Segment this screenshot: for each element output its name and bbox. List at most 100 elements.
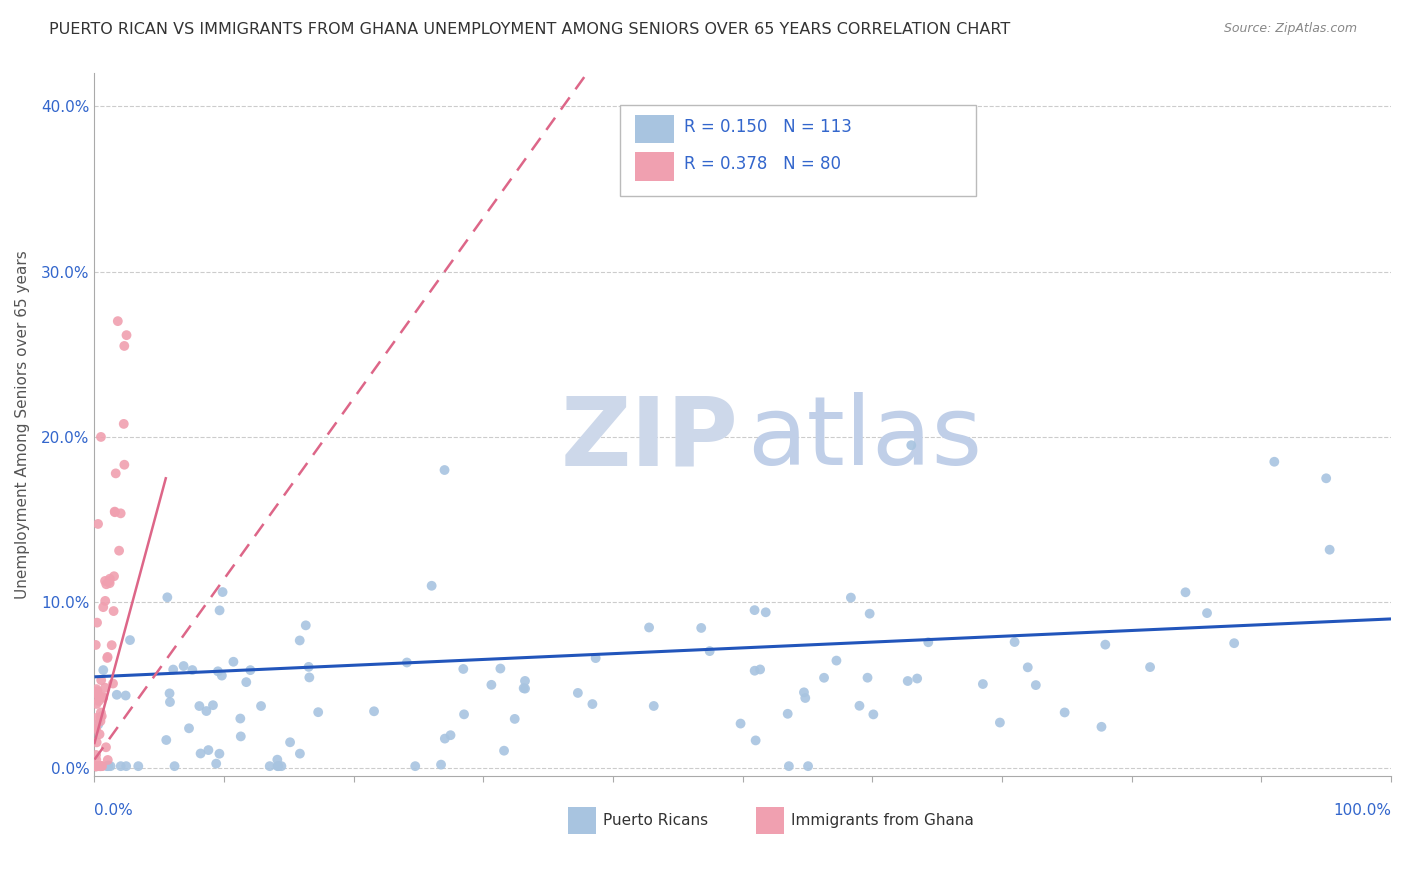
- Point: [363, 704, 385, 718]
- Point: [155, 733, 177, 747]
- Point: [84, 759, 107, 773]
- Point: [905, 672, 928, 686]
- Point: [90, 759, 112, 773]
- Text: PUERTO RICAN VS IMMIGRANTS FROM GHANA UNEMPLOYMENT AMONG SENIORS OVER 65 YEARS C: PUERTO RICAN VS IMMIGRANTS FROM GHANA UN…: [49, 22, 1011, 37]
- Point: [97, 753, 120, 767]
- Point: [89, 759, 111, 773]
- Point: [112, 417, 135, 431]
- Point: [235, 675, 257, 690]
- Point: [190, 747, 212, 761]
- Point: [897, 673, 920, 688]
- Text: R = 0.150   N = 113: R = 0.150 N = 113: [685, 118, 852, 136]
- Point: [839, 591, 862, 605]
- Point: [420, 579, 443, 593]
- Point: [159, 686, 181, 700]
- Point: [433, 463, 456, 477]
- Point: [87, 688, 110, 702]
- Point: [97, 758, 120, 772]
- Text: ZIP: ZIP: [561, 392, 738, 485]
- Point: [110, 507, 132, 521]
- Point: [585, 651, 607, 665]
- Point: [222, 655, 245, 669]
- Point: [90, 673, 112, 687]
- Point: [744, 733, 766, 747]
- Text: Puerto Ricans: Puerto Ricans: [603, 813, 707, 828]
- Point: [86, 684, 108, 698]
- Point: [162, 663, 184, 677]
- Point: [270, 759, 292, 773]
- Point: [229, 730, 252, 744]
- Point: [87, 717, 110, 731]
- Point: [229, 712, 252, 726]
- Point: [307, 705, 329, 719]
- Point: [503, 712, 526, 726]
- Point: [86, 759, 108, 773]
- Point: [104, 505, 127, 519]
- Point: [98, 574, 121, 588]
- Point: [439, 728, 461, 742]
- Point: [211, 585, 233, 599]
- Point: [1223, 636, 1246, 650]
- Point: [581, 697, 603, 711]
- Point: [90, 710, 112, 724]
- Point: [298, 670, 321, 684]
- Point: [84, 759, 107, 773]
- Point: [84, 747, 107, 762]
- Point: [84, 759, 107, 773]
- Point: [1263, 455, 1285, 469]
- Point: [84, 759, 107, 773]
- Point: [86, 759, 108, 773]
- Bar: [636, 115, 673, 144]
- Point: [115, 328, 138, 343]
- Point: [86, 682, 108, 697]
- Point: [298, 660, 321, 674]
- Point: [207, 665, 229, 679]
- Point: [250, 699, 273, 714]
- Point: [430, 757, 453, 772]
- Point: [211, 668, 233, 682]
- Point: [112, 339, 135, 353]
- Point: [197, 743, 219, 757]
- Point: [84, 759, 107, 773]
- Point: [690, 621, 713, 635]
- Point: [862, 707, 884, 722]
- Point: [97, 649, 120, 664]
- Point: [110, 759, 132, 773]
- Point: [86, 697, 108, 711]
- Point: [988, 715, 1011, 730]
- Point: [1315, 471, 1337, 485]
- Point: [744, 664, 766, 678]
- Point: [513, 673, 536, 688]
- Point: [91, 690, 114, 704]
- Point: [84, 753, 107, 767]
- Text: R = 0.378   N = 80: R = 0.378 N = 80: [685, 155, 841, 173]
- Point: [433, 731, 456, 746]
- Point: [512, 681, 534, 696]
- Point: [856, 671, 879, 685]
- Point: [114, 689, 136, 703]
- Point: [86, 759, 108, 773]
- Point: [91, 663, 114, 677]
- Point: [266, 753, 288, 767]
- Point: [513, 681, 536, 696]
- Point: [259, 759, 281, 773]
- Point: [89, 759, 111, 773]
- Point: [744, 603, 766, 617]
- Point: [266, 759, 288, 773]
- Point: [188, 699, 211, 714]
- Point: [86, 759, 108, 773]
- Point: [900, 438, 922, 452]
- Point: [103, 569, 125, 583]
- Point: [94, 740, 117, 755]
- Point: [84, 759, 107, 773]
- Point: [89, 759, 111, 773]
- Point: [86, 615, 108, 630]
- Point: [195, 704, 218, 718]
- Point: [794, 690, 817, 705]
- FancyBboxPatch shape: [620, 104, 976, 196]
- Point: [699, 644, 721, 658]
- Point: [96, 577, 118, 591]
- Point: [1319, 542, 1341, 557]
- Point: [100, 638, 122, 652]
- Point: [89, 714, 111, 728]
